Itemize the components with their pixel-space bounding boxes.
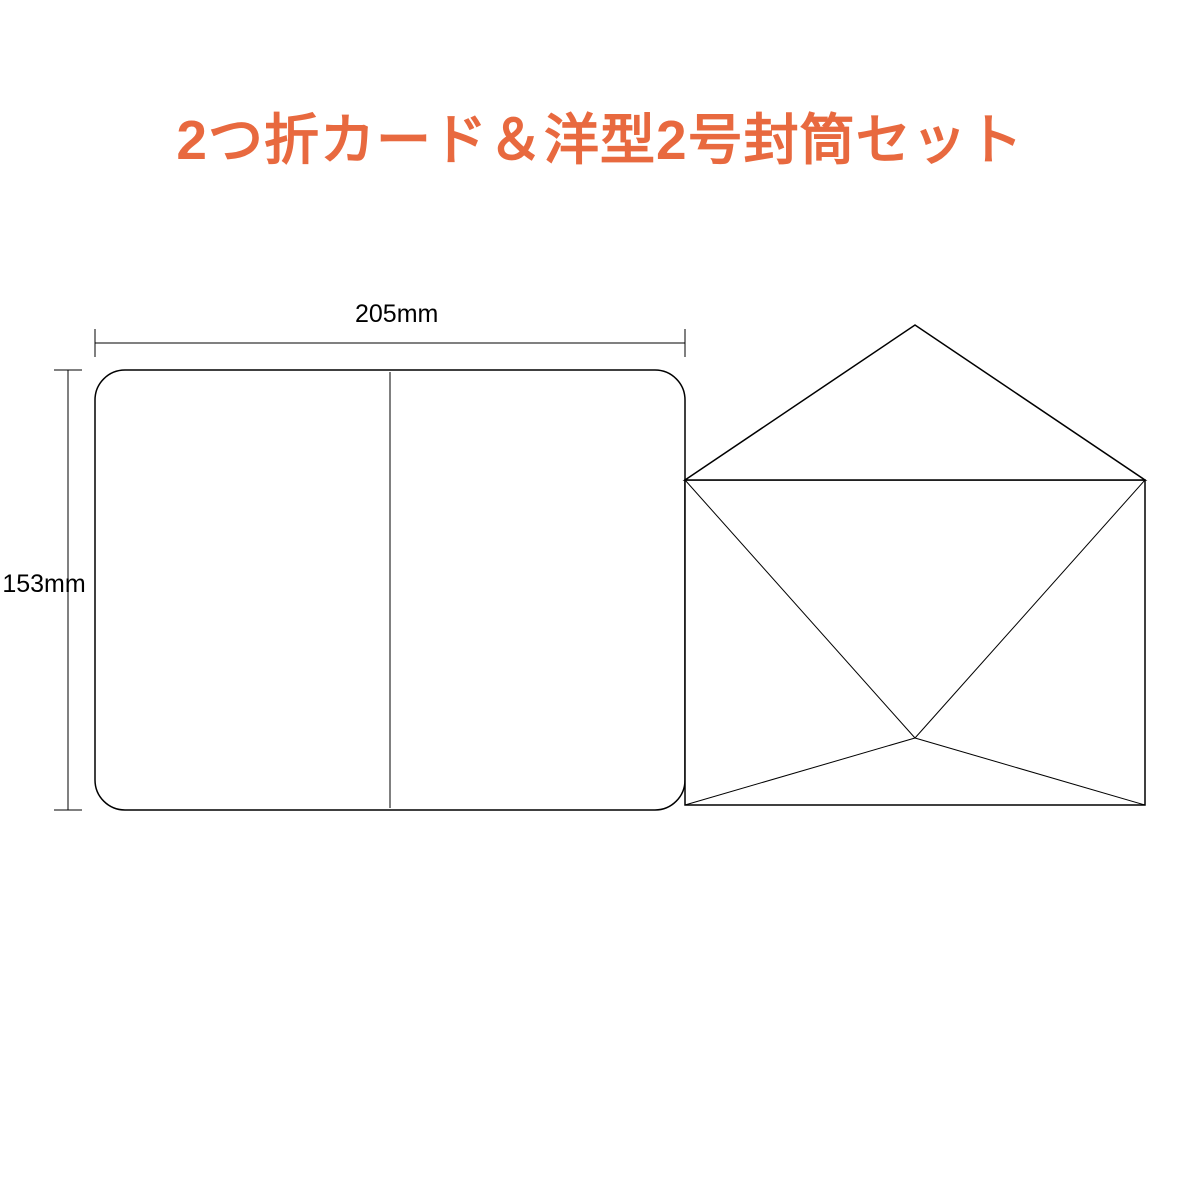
diagram-svg — [0, 0, 1200, 1200]
diagram-stage: 2つ折カード＆洋型2号封筒セット 205mm 153mm ← センター折り目（筋… — [0, 0, 1200, 1200]
